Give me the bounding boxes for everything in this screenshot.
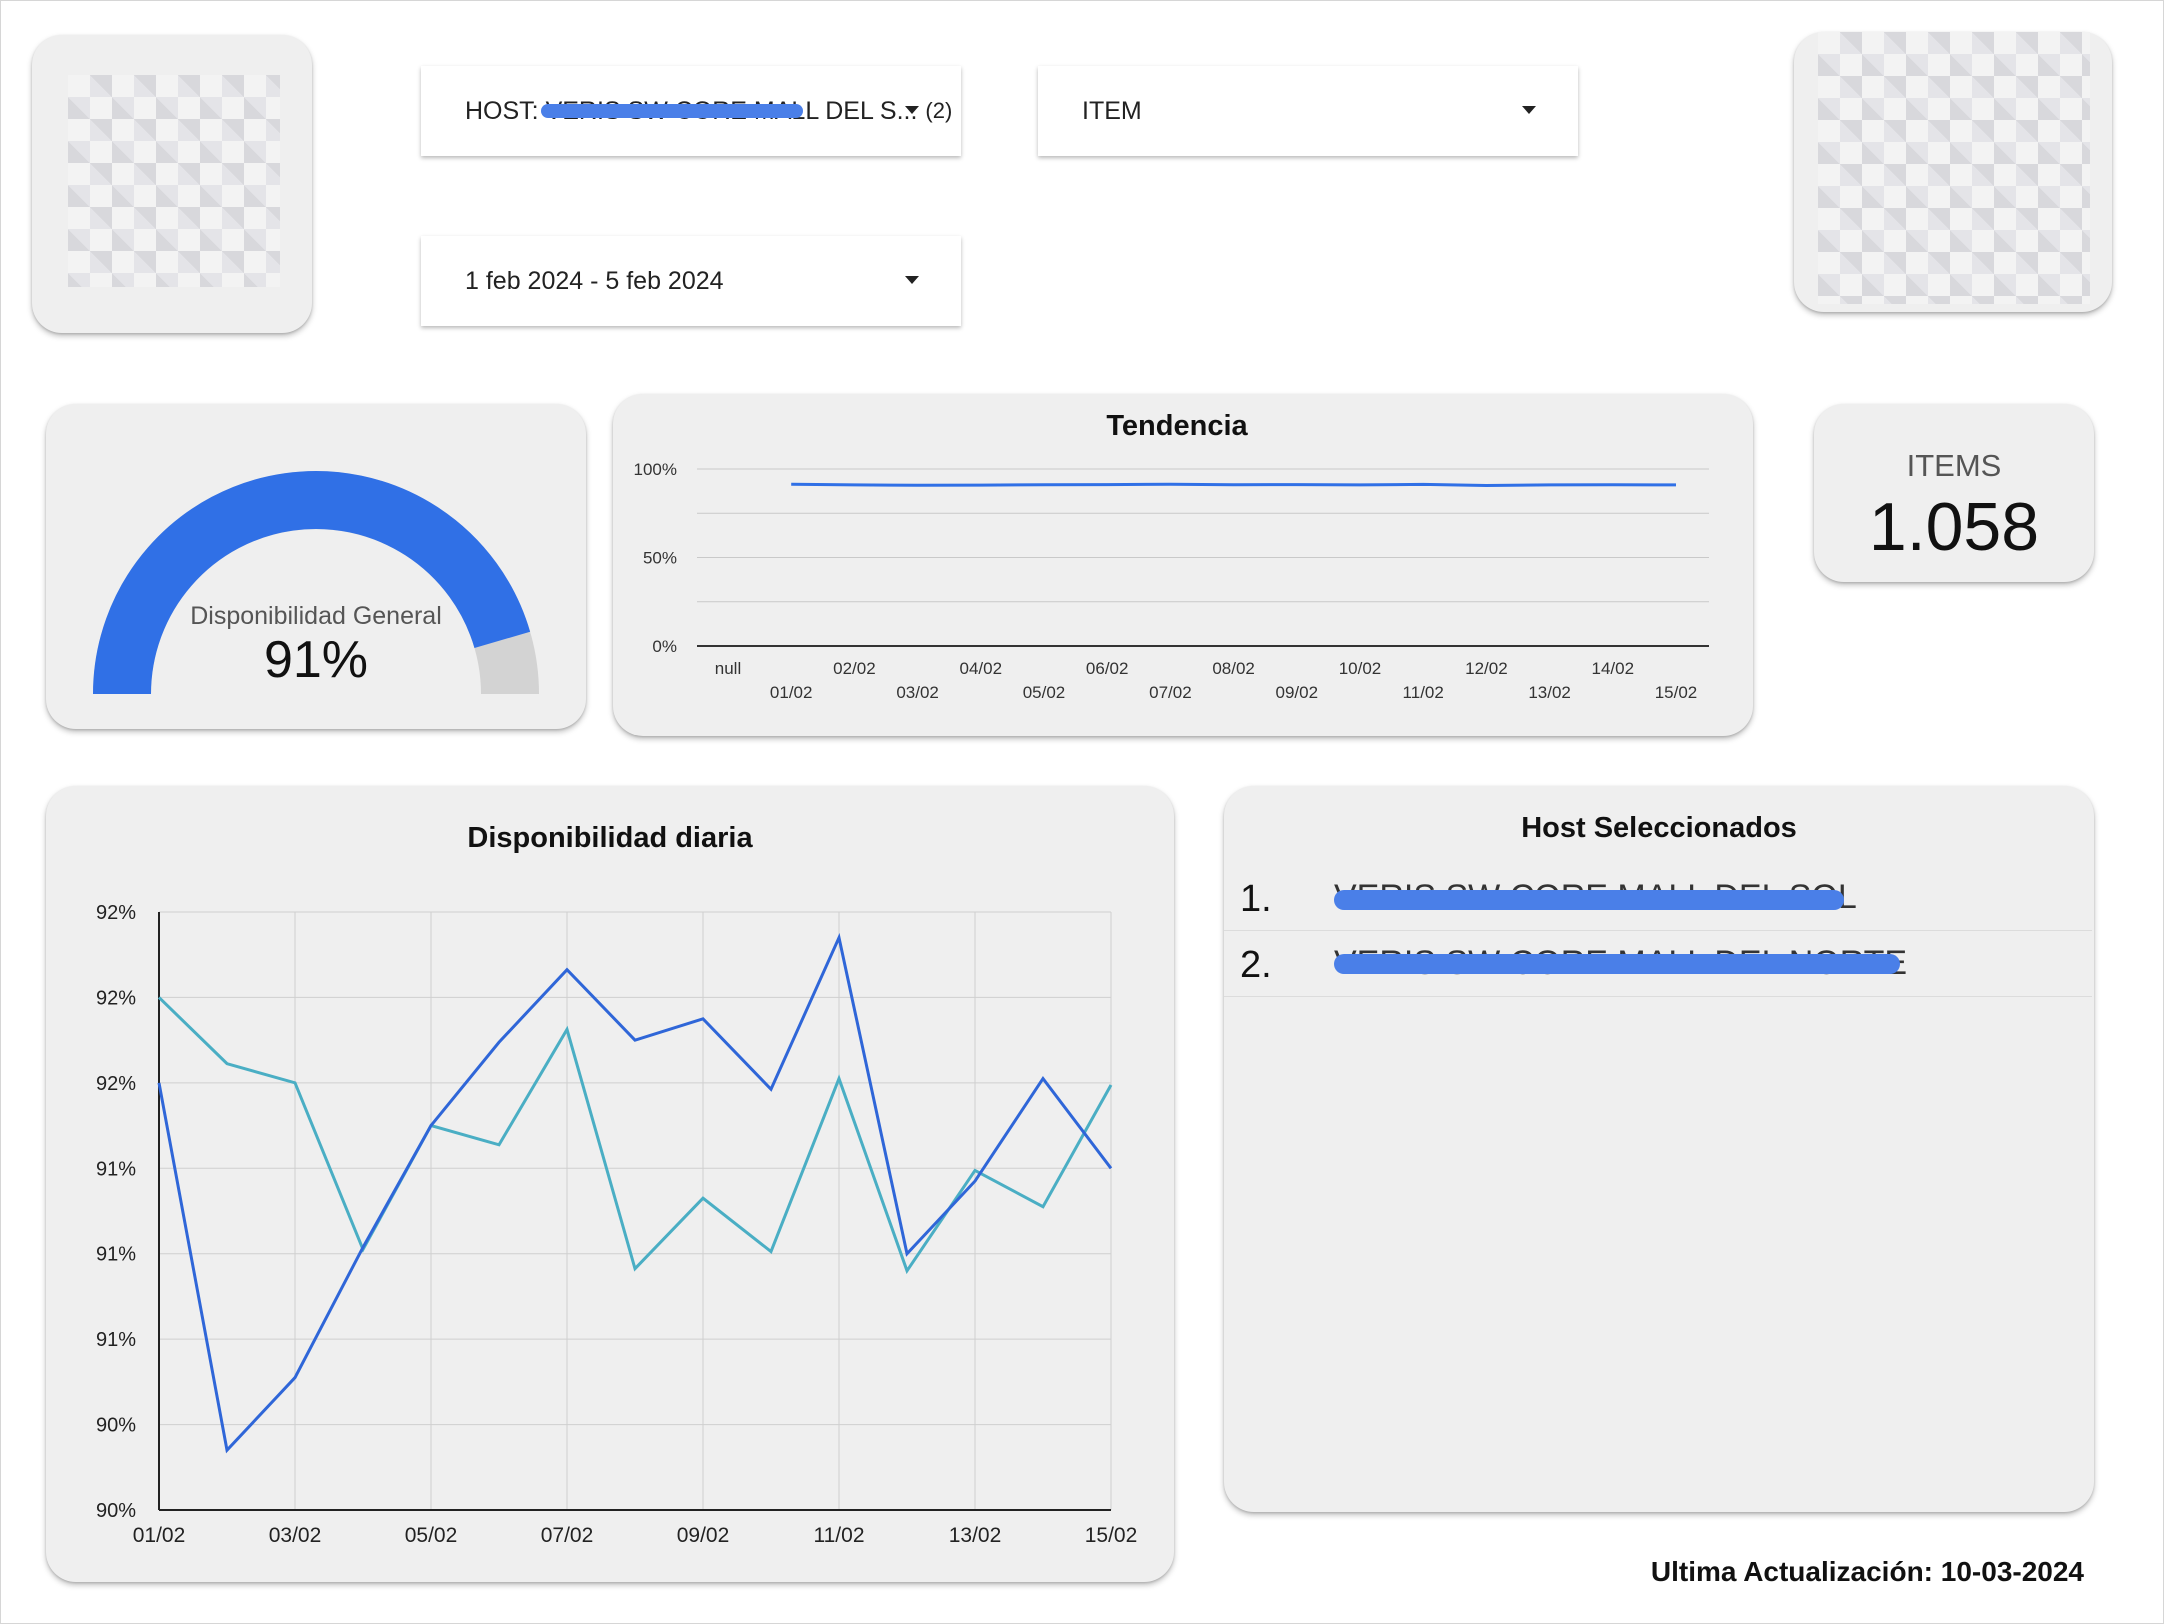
x-tick-label: 03/02 bbox=[269, 1524, 322, 1547]
y-tick-label: 92% bbox=[96, 902, 136, 924]
items-card: ITEMS 1.058 bbox=[1814, 404, 2094, 582]
list-item[interactable]: 2. VERIS SW CORE MALL DEL NORTE bbox=[1224, 932, 2092, 997]
host-filter-count: (2) bbox=[925, 98, 953, 123]
x-tick-label: 13/02 bbox=[949, 1524, 1002, 1547]
brand-logo bbox=[1818, 32, 2090, 304]
y-tick-label: 100% bbox=[634, 460, 677, 479]
brand-logo bbox=[68, 75, 280, 287]
x-tick-label: null bbox=[715, 659, 741, 678]
date-range-dropdown[interactable]: 1 feb 2024 - 5 feb 2024 bbox=[421, 236, 961, 326]
y-tick-label: 92% bbox=[96, 987, 136, 1009]
chevron-down-icon bbox=[1522, 106, 1536, 114]
tendencia-chart: 100% 50% 0% null 01/02 02/02 03/02 04/02 05/02 06… bbox=[634, 460, 1709, 702]
items-label: ITEMS bbox=[1906, 448, 2002, 483]
x-tick-label: 07/02 bbox=[1149, 683, 1192, 702]
x-tick-label: 08/02 bbox=[1212, 659, 1255, 678]
chevron-down-icon bbox=[905, 276, 919, 284]
x-tick-label: 11/02 bbox=[814, 1524, 865, 1547]
diaria-title: Disponibilidad diaria bbox=[467, 822, 753, 854]
diaria-chart: 92%92%92%91%91%91%90%90%01/02 03/02 05/02 0… bbox=[96, 902, 1138, 1547]
x-tick-label: 06/02 bbox=[1086, 659, 1129, 678]
x-tick-label: 12/02 bbox=[1465, 659, 1508, 678]
series-line bbox=[157, 932, 1113, 1454]
list-item-number: 1. bbox=[1240, 878, 1272, 920]
x-tick-label: 01/02 bbox=[770, 683, 813, 702]
gauge-chart bbox=[93, 471, 539, 695]
x-tick-label: 03/02 bbox=[896, 683, 939, 702]
x-tick-label: 02/02 bbox=[833, 659, 876, 678]
items-value: 1.058 bbox=[1868, 489, 2040, 565]
x-tick-label: 04/02 bbox=[960, 659, 1003, 678]
logo-card-left bbox=[32, 35, 312, 333]
x-tick-label: 13/02 bbox=[1528, 683, 1571, 702]
redaction-mark bbox=[1334, 954, 1900, 974]
y-tick-label: 0% bbox=[652, 637, 677, 656]
x-tick-label: 09/02 bbox=[677, 1524, 730, 1547]
hosts-card: Host Seleccionados 1. VERIS SW CORE MALL… bbox=[1224, 786, 2094, 1512]
x-tick-label: 07/02 bbox=[541, 1524, 594, 1547]
item-filter-label: ITEM bbox=[1082, 96, 1142, 125]
y-tick-label: 91% bbox=[96, 1158, 136, 1180]
diaria-card: Disponibilidad diaria 92% 92% 92% 91% 91% 91%… bbox=[46, 786, 1174, 1582]
host-filter-dropdown[interactable]: HOST: VERIS SW CORE MALL DEL S... (2) bbox=[421, 66, 961, 156]
y-tick-label: 90% bbox=[96, 1415, 136, 1437]
x-tick-label: 15/02 bbox=[1085, 1524, 1138, 1547]
list-item[interactable]: 1. VERIS SW CORE MALL DEL SOL bbox=[1224, 866, 2092, 931]
x-tick-label: 11/02 bbox=[1403, 683, 1444, 702]
y-tick-label: 91% bbox=[96, 1329, 136, 1351]
last-update-text: Ultima Actualización: 10-03-2024 bbox=[1650, 1556, 2084, 1587]
redaction-mark bbox=[1334, 890, 1844, 910]
x-tick-label: 01/02 bbox=[133, 1524, 186, 1547]
x-tick-label: 09/02 bbox=[1276, 683, 1319, 702]
tendencia-title: Tendencia bbox=[1106, 410, 1248, 442]
logo-card-right bbox=[1794, 32, 2112, 312]
x-tick-label: 05/02 bbox=[405, 1524, 458, 1547]
y-tick-label: 50% bbox=[643, 549, 677, 568]
redaction-mark bbox=[541, 104, 803, 118]
x-tick-label: 14/02 bbox=[1592, 659, 1635, 678]
x-tick-label: 05/02 bbox=[1023, 683, 1066, 702]
y-tick-label: 91% bbox=[96, 1244, 136, 1266]
item-filter-dropdown[interactable]: ITEM bbox=[1038, 66, 1578, 156]
chevron-down-icon bbox=[905, 106, 919, 114]
gauge-label: Disponibilidad General bbox=[190, 602, 442, 630]
hosts-title: Host Seleccionados bbox=[1521, 812, 1797, 844]
tendencia-card: Tendencia 100% 50% 0% null 01/02 02/02 03/02 04… bbox=[613, 394, 1753, 736]
gauge-value: 91% bbox=[263, 631, 369, 689]
series-line bbox=[791, 482, 1677, 487]
x-tick-label: 10/02 bbox=[1339, 659, 1382, 678]
y-tick-label: 90% bbox=[96, 1500, 136, 1522]
gauge-card: Disponibilidad General 91% bbox=[46, 404, 586, 729]
date-range-label: 1 feb 2024 - 5 feb 2024 bbox=[465, 266, 724, 295]
gauge-fill bbox=[93, 471, 531, 695]
y-tick-label: 92% bbox=[96, 1073, 136, 1095]
x-tick-label: 15/02 bbox=[1655, 683, 1698, 702]
list-item-number: 2. bbox=[1240, 944, 1272, 986]
